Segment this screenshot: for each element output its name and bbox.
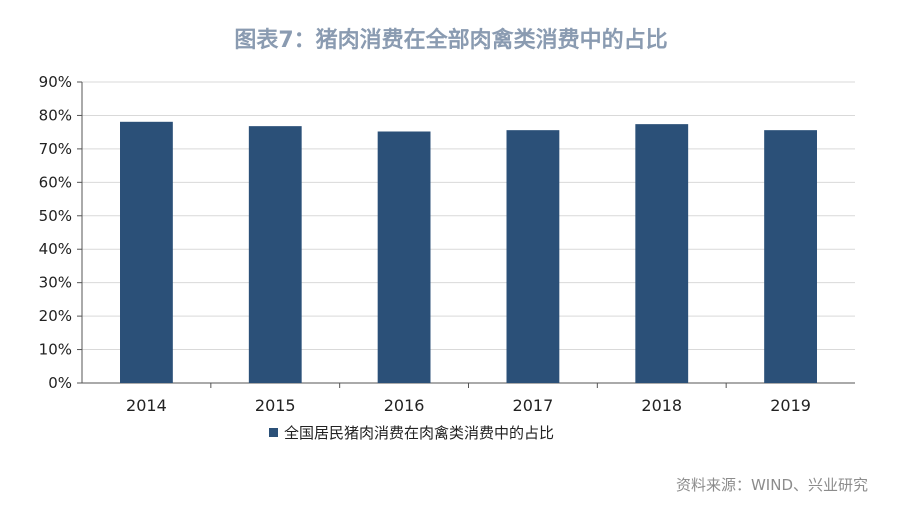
x-tick-label: 2018 [641,396,682,415]
x-tick-label: 2016 [384,396,425,415]
bar-2015 [248,126,302,383]
bar-series [120,121,817,383]
legend-label: 全国居民猪肉消费在肉禽类消费中的占比 [284,424,554,442]
x-axis-ticks: 2014 2015 2016 2017 2018 2019 [126,383,811,415]
bar-2014 [120,121,173,383]
y-tick-label: 80% [39,106,72,124]
x-tick-label: 2019 [770,396,811,415]
chart-title: 图表7：猪肉消费在全部肉禽类消费中的占比 [234,28,668,53]
source-note: 资料来源：WIND、兴业研究 [675,476,868,494]
y-tick-label: 30% [39,274,72,292]
x-tick-label: 2017 [513,396,554,415]
y-tick-label: 10% [39,341,72,359]
y-tick-label: 20% [39,307,72,325]
y-tick-label: 60% [39,173,72,191]
grid-lines [81,81,855,384]
y-tick-label: 40% [39,240,72,258]
x-tick-label: 2015 [255,396,296,415]
bar-2018 [635,124,689,383]
y-axis-ticks: 0% 10% 20% 30% 40% 50% 60% 70% 80% 90% [39,73,82,392]
bar-2017 [506,130,560,383]
bar-2016 [377,131,431,383]
x-tick-label: 2014 [126,396,167,415]
legend: 全国居民猪肉消费在肉禽类消费中的占比 [269,424,554,442]
bar-2019 [764,130,817,383]
y-tick-label: 50% [39,207,72,225]
y-tick-label: 90% [39,73,72,91]
legend-swatch [269,428,278,437]
y-tick-label: 70% [39,140,72,158]
y-tick-label: 0% [48,374,72,392]
